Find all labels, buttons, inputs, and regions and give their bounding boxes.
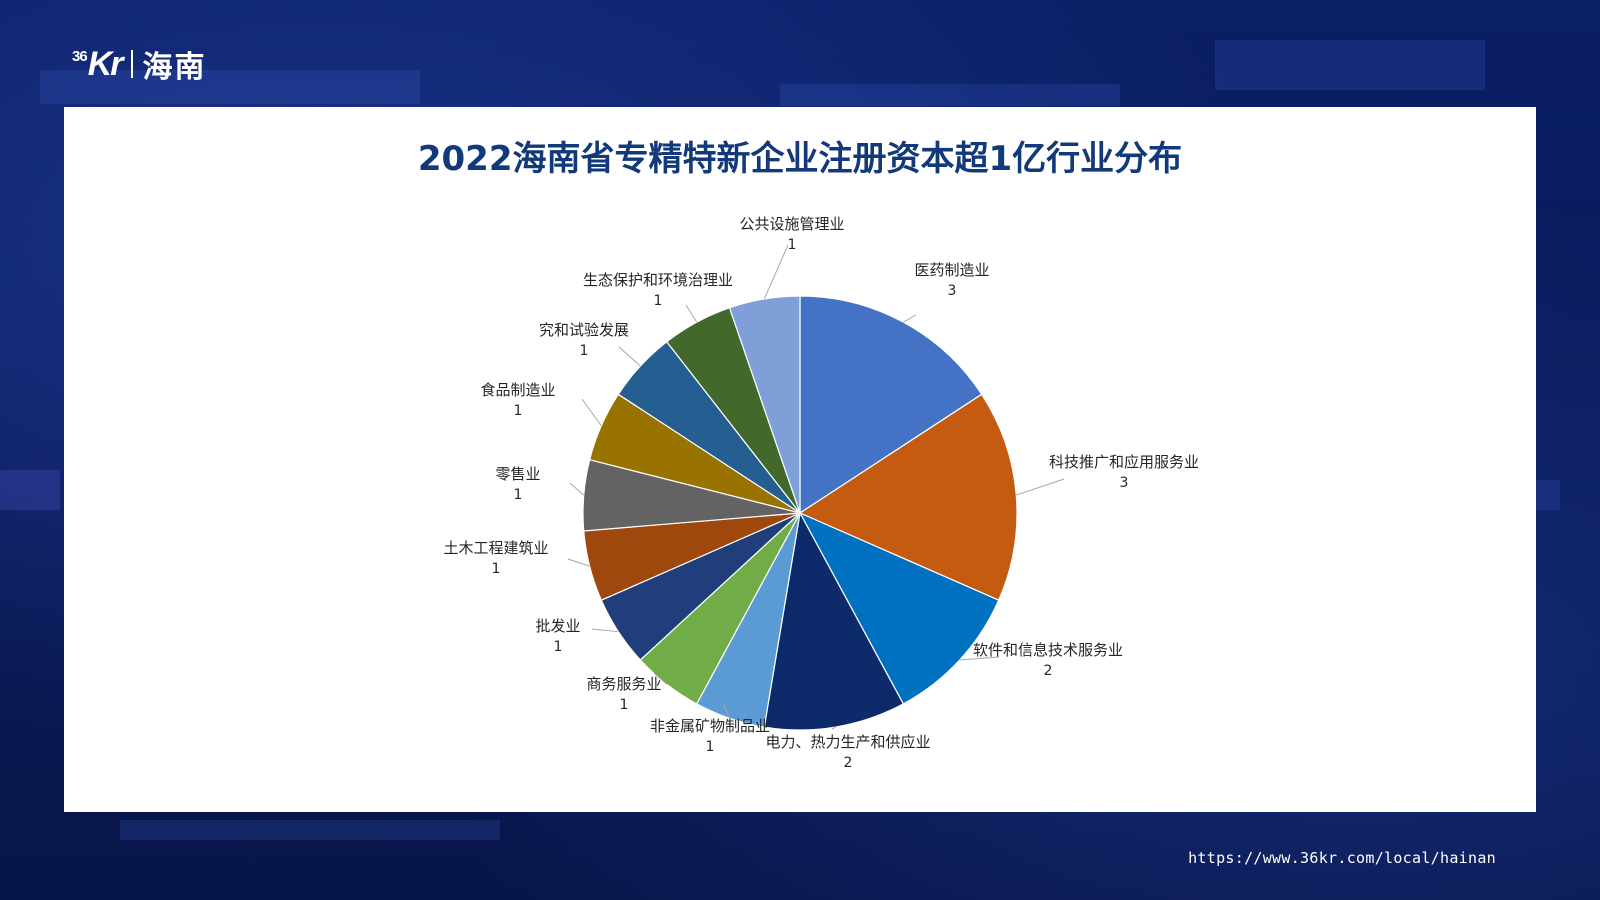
background-decoration — [40, 70, 420, 104]
data-label: 科技推广和应用服务业 3 — [1049, 453, 1199, 491]
data-label: 究和试验发展 1 — [539, 321, 629, 359]
data-label: 医药制造业 3 — [914, 261, 989, 299]
leader-line — [653, 672, 668, 685]
leader-line — [831, 726, 836, 730]
pie-slice — [763, 511, 905, 731]
background-decoration — [1215, 40, 1485, 90]
data-label-category: 食品制造业 — [480, 381, 555, 399]
chart-panel: 2022海南省专精特新企业注册资本超1亿行业分布 医药制造业 3 科技推广和应用服务… — [64, 107, 1536, 812]
pie-chart: 医药制造业 3 科技推广和应用服务业 3 软件和信息技术服务业 2 电力、热力生产和供应业 2… — [443, 215, 1199, 771]
data-label-value: 1 — [514, 403, 523, 419]
footer-url[interactable]: https://www.36kr.com/local/hainan — [1188, 849, 1496, 867]
data-label-category: 公共设施管理业 — [739, 215, 844, 233]
data-label: 商务服务业 1 — [586, 675, 661, 713]
data-label-value: 3 — [1120, 475, 1129, 491]
chart-title: 2022海南省专精特新企业注册资本超1亿行业分布 — [417, 139, 1183, 179]
data-label: 食品制造业 1 — [480, 381, 555, 419]
data-label-value: 2 — [1044, 663, 1053, 679]
data-label-category: 医药制造业 — [914, 261, 989, 279]
background-decoration — [0, 470, 60, 510]
data-label-category: 究和试验发展 — [539, 321, 629, 339]
data-label: 公共设施管理业 1 — [739, 215, 844, 253]
data-label: 非金属矿物制品业 1 — [650, 717, 770, 755]
data-label-value: 1 — [654, 293, 663, 309]
pie-slice — [728, 295, 801, 514]
data-label-category: 科技推广和应用服务业 — [1049, 453, 1199, 471]
logo-mark: 36 Kr — [72, 45, 124, 83]
logo-mark-sup: 36 — [72, 48, 88, 65]
leader-line — [723, 704, 731, 719]
leader-line — [763, 244, 789, 300]
data-label-category: 电力、热力生产和供应业 — [765, 733, 930, 751]
data-label: 零售业 1 — [495, 465, 540, 503]
data-label-category: 批发业 — [535, 617, 580, 635]
pie-slice — [799, 295, 983, 515]
data-label: 软件和信息技术服务业 2 — [973, 641, 1123, 679]
leader-line — [903, 314, 917, 323]
data-label-value: 1 — [580, 343, 589, 359]
background-decoration — [780, 84, 1120, 106]
leader-line — [1016, 478, 1065, 496]
leader-line — [581, 398, 602, 427]
data-label: 电力、热力生产和供应业 2 — [765, 733, 930, 771]
data-label-value: 1 — [554, 639, 563, 655]
data-label: 批发业 1 — [535, 617, 580, 655]
background-decoration — [120, 820, 500, 840]
brand-logo: 36 Kr 海南 — [72, 42, 206, 86]
logo-city: 海南 — [142, 50, 207, 85]
data-label-category: 软件和信息技术服务业 — [973, 641, 1123, 659]
data-label-value: 1 — [620, 697, 629, 713]
data-label-value: 2 — [844, 755, 853, 771]
data-label-category: 商务服务业 — [586, 675, 661, 693]
data-label-value: 1 — [788, 237, 797, 253]
leader-line — [567, 558, 590, 567]
leader-line — [569, 482, 585, 496]
data-label-category: 生态保护和环境治理业 — [583, 271, 733, 289]
data-label-value: 1 — [706, 739, 715, 755]
logo-mark-text: Kr — [87, 45, 124, 83]
data-label-value: 3 — [948, 283, 957, 299]
data-label-category: 土木工程建筑业 — [443, 539, 548, 557]
logo-divider — [131, 50, 134, 78]
data-label-category: 非金属矿物制品业 — [650, 717, 770, 735]
data-label-category: 零售业 — [495, 465, 540, 483]
data-label-value: 1 — [492, 561, 501, 577]
leader-line — [959, 656, 1000, 661]
leader-line — [685, 304, 698, 323]
data-label: 土木工程建筑业 1 — [443, 539, 548, 577]
leader-line — [618, 346, 641, 367]
leader-line — [591, 628, 619, 633]
data-label-value: 1 — [514, 487, 523, 503]
data-label: 生态保护和环境治理业 1 — [583, 271, 733, 309]
